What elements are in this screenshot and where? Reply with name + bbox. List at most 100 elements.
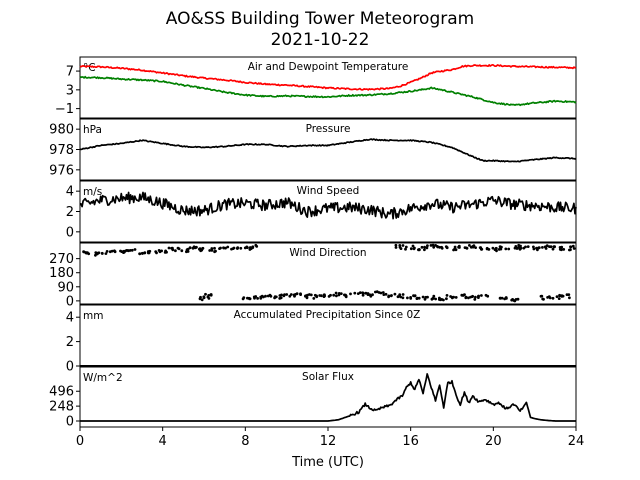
wind-direction-point xyxy=(398,245,402,249)
series-line-1 xyxy=(79,138,577,163)
wind-direction-point xyxy=(532,247,536,251)
wind-direction-point xyxy=(535,246,538,250)
wind-direction-point xyxy=(273,295,277,299)
wind-direction-point xyxy=(143,251,147,255)
wind-direction-point xyxy=(82,250,85,254)
wind-direction-point xyxy=(312,297,316,300)
wind-direction-point xyxy=(516,246,519,250)
x-axis: 0 4 8 12 16 20 24 xyxy=(76,434,584,449)
wind-direction-point xyxy=(401,293,405,296)
y-tick-label: 3 xyxy=(66,83,74,98)
y-tick-label: 2 xyxy=(66,335,74,350)
wind-direction-point xyxy=(353,291,357,295)
y-tick-label: 270 xyxy=(49,252,74,267)
wind-direction-point xyxy=(163,251,167,254)
wind-direction-point xyxy=(84,251,88,255)
wind-direction-point xyxy=(454,248,458,252)
wind-direction-point xyxy=(537,246,541,250)
wind-direction-point xyxy=(469,295,472,299)
wind-direction-point xyxy=(549,245,553,249)
wind-direction-point xyxy=(289,293,293,296)
wind-direction-point xyxy=(417,248,420,252)
wind-direction-point xyxy=(390,294,393,297)
wind-direction-point xyxy=(318,294,322,297)
wind-direction-point xyxy=(259,296,263,300)
figure-title-line2: 2021-10-22 xyxy=(271,30,370,50)
wind-direction-point xyxy=(199,295,202,299)
y-tick-label: 248 xyxy=(49,400,74,415)
wind-direction-point xyxy=(246,246,249,250)
wind-direction-point xyxy=(401,244,405,247)
panels-group: −1 3 7 °C Air and Dewpoint Temperature 976 978… xyxy=(49,56,577,431)
wind-direction-point xyxy=(465,246,469,250)
wind-direction-point xyxy=(349,292,352,296)
wind-direction-point xyxy=(133,248,137,251)
wind-direction-point xyxy=(247,296,251,300)
wind-direction-point xyxy=(208,249,212,252)
wind-direction-point xyxy=(552,245,556,249)
wind-direction-point xyxy=(555,295,559,298)
wind-direction-point xyxy=(494,247,498,250)
wind-direction-point xyxy=(426,295,429,299)
x-tick-label: 12 xyxy=(320,434,337,449)
y-tick-label: 976 xyxy=(49,163,74,178)
wind-direction-point xyxy=(393,292,397,296)
wind-direction-point xyxy=(409,247,413,251)
wind-direction-point xyxy=(264,294,267,298)
wind-direction-point xyxy=(431,296,435,300)
wind-direction-point xyxy=(334,291,338,295)
wind-direction-point xyxy=(569,245,573,249)
wind-direction-point xyxy=(122,251,125,255)
wind-direction-point xyxy=(519,244,522,248)
wind-direction-point xyxy=(113,249,116,253)
wind-direction-point xyxy=(285,293,289,296)
wind-direction-point xyxy=(193,246,197,250)
wind-direction-point xyxy=(558,293,561,297)
wind-direction-point xyxy=(371,293,374,297)
wind-direction-point xyxy=(473,298,477,301)
wind-direction-point xyxy=(440,246,444,250)
wind-direction-point xyxy=(513,299,517,303)
wind-direction-point xyxy=(375,290,379,294)
wind-direction-point xyxy=(256,297,259,300)
wind-direction-point xyxy=(157,249,161,252)
x-tick-label: 24 xyxy=(568,434,585,449)
wind-direction-point xyxy=(548,296,552,300)
wind-direction-point xyxy=(458,246,461,249)
wind-direction-point xyxy=(401,296,405,300)
wind-direction-point xyxy=(207,297,211,300)
wind-direction-point xyxy=(138,252,142,256)
panel-3: 0 2 4 m/s Wind Speed xyxy=(66,180,577,243)
y-tick-label: 980 xyxy=(49,123,74,138)
wind-direction-point xyxy=(95,251,99,255)
panel-unit-label: hPa xyxy=(83,124,102,136)
wind-direction-point xyxy=(516,297,520,301)
wind-direction-point xyxy=(569,248,572,252)
wind-direction-point xyxy=(423,245,426,249)
wind-direction-point xyxy=(518,247,522,251)
wind-direction-point xyxy=(551,247,555,251)
y-tick-label: 0 xyxy=(66,294,74,309)
wind-direction-point xyxy=(429,244,433,247)
wind-direction-point xyxy=(445,297,448,301)
wind-direction-point xyxy=(434,297,437,301)
wind-direction-point xyxy=(140,251,144,255)
wind-direction-point xyxy=(366,292,370,295)
wind-direction-point xyxy=(315,294,318,298)
wind-direction-point xyxy=(160,249,164,253)
wind-direction-point xyxy=(526,245,530,249)
panel-1: −1 3 7 °C Air and Dewpoint Temperature xyxy=(55,56,577,119)
wind-direction-point xyxy=(445,294,449,297)
wind-direction-point xyxy=(504,247,508,251)
wind-direction-point xyxy=(130,248,134,252)
y-tick-label: 90 xyxy=(57,280,74,295)
panel-title: Wind Speed xyxy=(297,185,360,197)
wind-direction-point xyxy=(426,244,429,248)
wind-direction-point xyxy=(294,293,297,296)
wind-direction-point xyxy=(467,296,470,300)
y-tick-label: 496 xyxy=(49,385,74,400)
wind-direction-point xyxy=(412,247,416,251)
y-tick-label: 180 xyxy=(49,266,74,281)
wind-direction-point xyxy=(382,293,386,296)
panel-unit-label: °C xyxy=(83,62,96,74)
